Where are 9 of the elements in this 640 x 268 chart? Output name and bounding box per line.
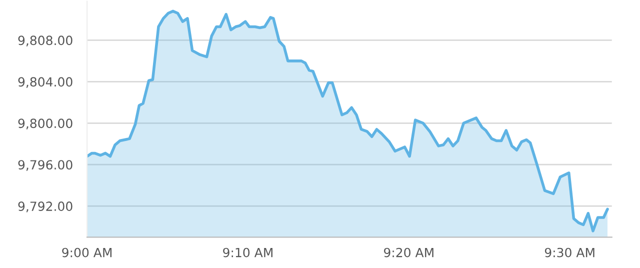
y-tick-label: 9,800.00	[18, 118, 72, 130]
y-tick-label: 9,796.00	[18, 160, 72, 171]
x-tick-label: 9:30 AM	[544, 248, 594, 258]
x-tick-label: 9:00 AM	[62, 248, 112, 258]
x-tick-label: 9:20 AM	[384, 248, 434, 258]
y-tick-label: 9,808.00	[18, 36, 72, 46]
y-tick-label: 9,804.00	[18, 77, 72, 88]
x-tick-label: 9:10 AM	[223, 248, 272, 258]
y-tick-label: 9,792.00	[18, 202, 72, 212]
